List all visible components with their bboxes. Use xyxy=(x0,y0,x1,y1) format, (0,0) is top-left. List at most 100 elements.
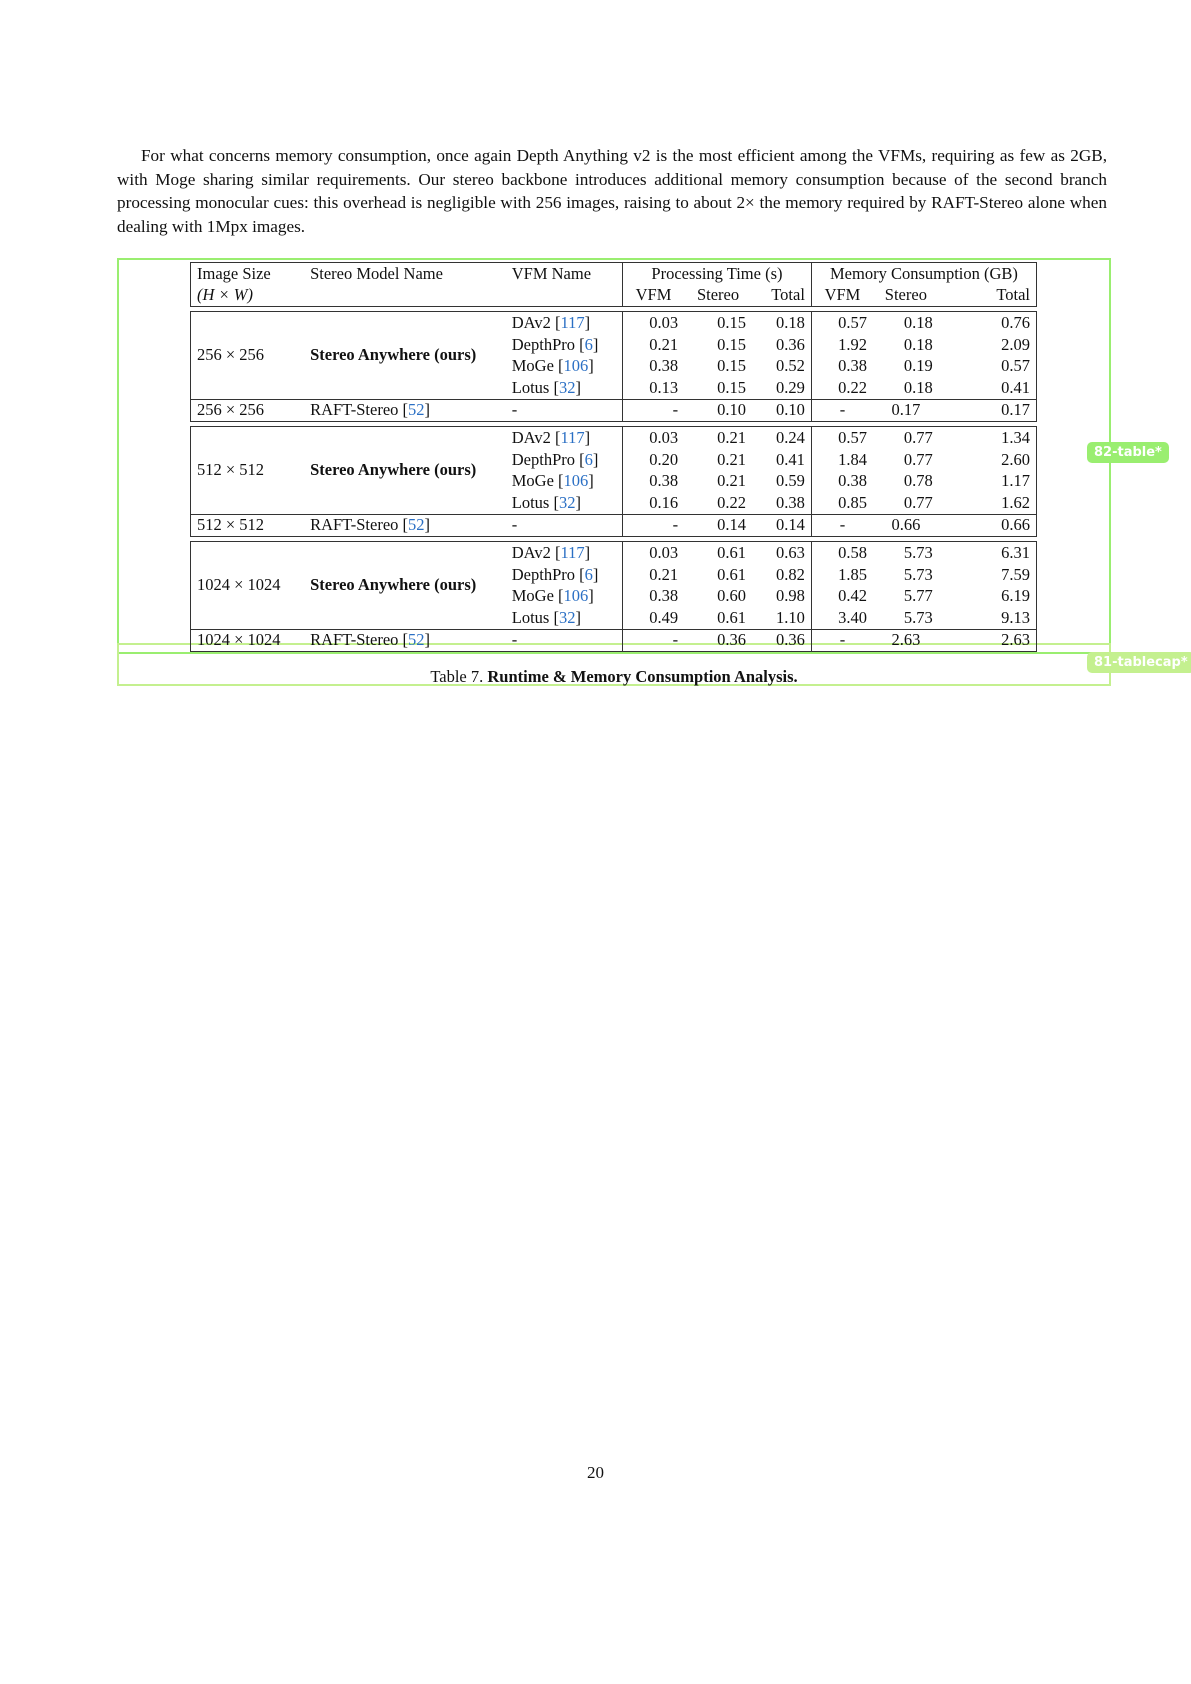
citation-link[interactable]: 106 xyxy=(563,356,589,376)
pt-vfm-cell: 0.13 xyxy=(622,376,685,400)
stereo-model-name: RAFT-Stereo xyxy=(310,515,399,535)
m-total-cell: 9.13 xyxy=(938,606,1037,629)
pt-stereo-cell: 0.21 xyxy=(717,471,746,491)
pt-stereo-cell: 0.61 xyxy=(684,541,752,564)
citation-link[interactable]: 32 xyxy=(558,607,576,627)
header-processing-time: Processing Time (s) xyxy=(622,261,812,285)
header-stereo-model: Stereo Model Name xyxy=(304,261,506,285)
pt-total-cell: 0.41 xyxy=(776,449,805,469)
table-row: MoGe [106] 0.38 0.21 0.59 0.38 0.78 1.17 xyxy=(191,470,1037,492)
header-vfm-name: VFM Name xyxy=(505,261,623,285)
citation-link[interactable]: 52 xyxy=(408,630,425,650)
caption-prefix: Table 7. xyxy=(430,667,484,686)
stereo-model-name: RAFT-Stereo xyxy=(310,630,399,650)
vfm-name: DepthPro xyxy=(511,449,575,469)
table-row: 512 × 512 Stereo Anywhere (ours) DAv2 [117… xyxy=(190,426,1037,515)
caption-title: Runtime & Memory Consumption Analysis. xyxy=(487,667,798,686)
vfm-name-cell: - xyxy=(505,398,623,423)
pt-total-cell: 0.63 xyxy=(751,541,812,564)
vfm-name-cell: MoGe [106] xyxy=(511,356,594,376)
subheader-m-total: Total xyxy=(938,284,1037,308)
m-total-cell: 2.63 xyxy=(938,628,1037,653)
m-vfm-cell: 1.85 xyxy=(810,563,873,586)
vfm-name-cell: Lotus [32] xyxy=(511,492,581,512)
m-stereo-cell: 0.77 xyxy=(903,449,933,469)
header-memory: Memory Consumption (GB) xyxy=(810,261,1038,285)
stereo-model-name: RAFT-Stereo xyxy=(310,400,399,420)
pt-stereo-cell: 0.15 xyxy=(717,334,746,354)
m-total-cell: 6.19 xyxy=(938,585,1037,607)
vfm-name-cell: DepthPro [6] xyxy=(511,449,599,469)
citation-link[interactable]: 6 xyxy=(584,334,593,354)
pt-stereo-cell: 0.61 xyxy=(717,564,746,584)
stereo-model-cell: RAFT-Stereo [52] xyxy=(304,398,506,423)
image-size-cell: 512 × 512 xyxy=(190,513,305,538)
subheader-m-stereo: Stereo xyxy=(872,284,939,308)
m-total-cell: 2.60 xyxy=(938,448,1037,471)
vfm-name: Lotus xyxy=(511,377,550,397)
pt-vfm-cell: 0.49 xyxy=(622,606,685,629)
stereo-model-cell: Stereo Anywhere (ours) xyxy=(304,426,506,515)
table-row: Lotus [32] 0.13 0.15 0.29 0.22 0.18 0.41 xyxy=(191,376,1037,400)
pt-vfm-cell: 0.21 xyxy=(622,333,685,356)
vfm-name-cell: DepthPro [6] xyxy=(511,334,599,354)
m-stereo-cell: 5.73 xyxy=(903,564,933,584)
citation-link[interactable]: 32 xyxy=(558,492,576,512)
header-image-size: Image Size xyxy=(190,261,305,285)
pt-vfm-cell: 0.03 xyxy=(622,311,685,334)
table-region-label: 82-table* xyxy=(1087,442,1169,463)
m-stereo-cell: 5.73 xyxy=(903,607,933,627)
m-stereo-cell: 0.78 xyxy=(903,471,933,491)
pt-stereo-cell: 0.14 xyxy=(684,513,752,538)
citation-link[interactable]: 6 xyxy=(584,564,593,584)
pt-total-cell: 0.29 xyxy=(776,377,805,397)
image-size-cell: 1024 × 1024 xyxy=(190,541,305,629)
pt-stereo-cell: 0.21 xyxy=(684,426,752,449)
subheader-blank xyxy=(304,284,506,308)
vfm-name-cell: - xyxy=(505,513,623,538)
vfm-name: Lotus xyxy=(511,607,550,627)
citation-link[interactable]: 6 xyxy=(584,449,593,469)
body-paragraph: For what concerns memory consumption, on… xyxy=(117,144,1107,238)
m-stereo-cell: 0.17 xyxy=(872,398,939,423)
citation-link[interactable]: 52 xyxy=(408,515,425,535)
m-total-cell: 0.66 xyxy=(938,513,1037,538)
citation-link[interactable]: 52 xyxy=(408,400,425,420)
m-vfm-cell: 0.57 xyxy=(810,311,873,334)
pt-vfm-cell: 0.03 xyxy=(622,541,685,564)
pt-total-cell: 0.14 xyxy=(751,513,812,538)
table-caption: Table 7. Runtime & Memory Consumption An… xyxy=(117,667,1111,687)
m-stereo-cell: 0.18 xyxy=(903,377,933,397)
table-row: MoGe [106] 0.38 0.15 0.52 0.38 0.19 0.57 xyxy=(191,355,1037,377)
header-image-size-sub: (H × W) xyxy=(190,284,305,308)
table-row: Lotus [32] 0.16 0.22 0.38 0.85 0.77 1.62 xyxy=(191,491,1037,515)
citation-link[interactable]: 106 xyxy=(563,471,589,491)
vfm-name-cell: DepthPro [6] xyxy=(511,564,599,584)
m-vfm-cell: - xyxy=(810,513,873,538)
table-row: 256 × 256 Stereo Anywhere (ours) DAv2 [117… xyxy=(190,311,1037,400)
citation-link[interactable]: 106 xyxy=(563,586,589,606)
header-row: Image Size Stereo Model Name VFM Name Pr… xyxy=(190,261,1038,285)
m-total-cell: 2.09 xyxy=(938,333,1037,356)
m-stereo-cell: 0.18 xyxy=(872,311,939,334)
pt-vfm-cell: 0.20 xyxy=(622,448,685,471)
pt-total-cell: 1.10 xyxy=(776,607,805,627)
subheader-row: (H × W) VFM Stereo Total VFM Stereo Tota… xyxy=(190,284,1037,308)
m-total-cell: 1.17 xyxy=(938,470,1037,492)
citation-link[interactable]: 117 xyxy=(560,427,585,447)
citation-link[interactable]: 32 xyxy=(558,377,576,397)
citation-link[interactable]: 117 xyxy=(560,542,585,562)
image-size-cell: 256 × 256 xyxy=(190,311,305,400)
stereo-model-cell: Stereo Anywhere (ours) xyxy=(304,541,506,629)
table-row: MoGe [106] 0.38 0.60 0.98 0.42 5.77 6.19 xyxy=(191,585,1037,607)
vfm-name-cell: Lotus [32] xyxy=(511,377,581,397)
pt-total-cell: 0.10 xyxy=(751,398,812,423)
pt-total-cell: 0.36 xyxy=(751,628,812,653)
image-size-cell: 512 × 512 xyxy=(190,426,305,515)
pt-vfm-cell: 0.38 xyxy=(622,470,685,492)
m-vfm-cell: 0.85 xyxy=(810,491,873,515)
pt-vfm-cell: - xyxy=(622,398,685,423)
m-total-cell: 0.41 xyxy=(938,376,1037,400)
vfm-name-cell: DAv2 [117] xyxy=(505,426,623,449)
citation-link[interactable]: 117 xyxy=(560,312,585,332)
